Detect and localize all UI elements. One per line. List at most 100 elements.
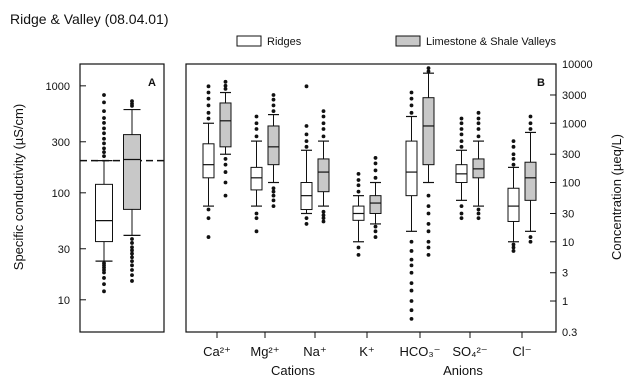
- outlier-point: [254, 229, 259, 234]
- outlier-point: [459, 204, 464, 208]
- panel-a-y-axis: 10 30 100 300 1000: [46, 81, 86, 307]
- outlier-point: [373, 224, 378, 229]
- outlier-point: [409, 316, 414, 321]
- outlier-point: [223, 170, 228, 174]
- box-iqr: [219, 102, 232, 148]
- outlier-point: [356, 178, 361, 182]
- outlier-point: [373, 156, 378, 160]
- box-iqr: [250, 166, 263, 191]
- outlier-point: [271, 103, 276, 108]
- outlier-point: [426, 204, 431, 208]
- panel-b-frame: [185, 63, 557, 333]
- outlier-point: [426, 69, 431, 74]
- outlier-point: [459, 121, 464, 126]
- panel-b-tick-label: 1000: [562, 118, 586, 130]
- outlier-point: [223, 157, 228, 161]
- panel-a-tick-label: 300: [52, 137, 70, 149]
- box-ridges-3: [352, 171, 365, 257]
- outlier-point: [102, 116, 106, 120]
- outlier-point: [459, 139, 464, 143]
- outlier-point: [476, 207, 481, 212]
- outlier-point: [130, 279, 134, 283]
- outlier-point: [426, 66, 431, 71]
- outlier-point: [206, 216, 211, 221]
- outlier-point: [321, 134, 326, 139]
- outlier-point: [409, 103, 414, 108]
- outlier-point: [459, 127, 464, 131]
- outlier-point: [356, 189, 361, 194]
- outlier-point: [206, 235, 211, 239]
- outlier-point: [304, 139, 309, 143]
- outlier-point: [409, 96, 414, 101]
- outlier-point: [102, 261, 106, 266]
- outlier-point: [409, 281, 414, 286]
- outlier-point: [304, 216, 309, 221]
- outlier-point: [271, 93, 276, 97]
- outlier-point: [271, 193, 276, 198]
- legend-label-valleys: Limestone & Shale Valleys: [426, 36, 557, 48]
- outlier-point: [102, 100, 106, 105]
- panel-b-tick-label: 3: [562, 268, 568, 280]
- outlier-point: [426, 253, 431, 257]
- outlier-point: [271, 198, 276, 203]
- outlier-point: [476, 127, 481, 131]
- outlier-point: [321, 213, 326, 218]
- panel-a-tick-label: 100: [52, 188, 70, 200]
- outlier-point: [304, 124, 309, 128]
- x-tick-label: SO₄²⁻: [452, 344, 487, 359]
- outlier-point: [356, 171, 361, 176]
- outlier-point: [511, 249, 516, 253]
- panel-a-frame: [79, 63, 165, 333]
- outlier-point: [321, 219, 326, 224]
- outlier-point: [459, 144, 464, 149]
- x-tick-label: K⁺: [359, 344, 375, 359]
- outlier-point: [426, 222, 431, 226]
- outlier-point: [373, 161, 378, 166]
- outlier-point: [102, 154, 106, 159]
- outlier-point: [409, 299, 414, 303]
- panel-b-tick-label: 100: [562, 178, 580, 190]
- x-tick-label: HCO₃⁻: [399, 344, 440, 359]
- outlier-point: [511, 152, 516, 157]
- outlier-point: [409, 263, 414, 268]
- outlier-point: [223, 162, 228, 167]
- panel-b-label: B: [537, 77, 545, 89]
- outlier-point: [206, 84, 211, 89]
- outlier-point: [511, 144, 516, 149]
- outlier-point: [130, 241, 134, 245]
- box-iqr: [405, 140, 418, 197]
- outlier-point: [271, 109, 276, 114]
- box-iqr: [524, 161, 537, 201]
- outlier-point: [130, 259, 134, 263]
- outlier-point: [102, 93, 106, 97]
- outlier-point: [476, 216, 481, 221]
- outlier-point: [409, 270, 414, 275]
- outlier-point: [426, 239, 431, 244]
- box-ridges-4: [405, 90, 418, 321]
- box-valleys-conductivity: [123, 99, 141, 283]
- chart-title: Ridge & Valley (08.04.01): [10, 11, 169, 27]
- outlier-point: [409, 239, 414, 244]
- outlier-point: [223, 86, 228, 91]
- outlier-point: [223, 83, 228, 88]
- outlier-point: [476, 134, 481, 139]
- outlier-point: [130, 245, 134, 250]
- outlier-point: [130, 273, 134, 278]
- outlier-point: [271, 189, 276, 194]
- outlier-point: [206, 90, 211, 95]
- outlier-point: [102, 282, 106, 287]
- outlier-point: [130, 268, 134, 272]
- panel-b-tick-label: 3000: [562, 90, 586, 102]
- box-valleys-4: [422, 66, 435, 257]
- outlier-point: [528, 127, 533, 131]
- box-iqr: [123, 134, 141, 210]
- box-valleys-0: [219, 79, 232, 198]
- outlier-point: [426, 193, 431, 198]
- outlier-point: [409, 308, 414, 313]
- outlier-point: [409, 110, 414, 115]
- outlier-point: [321, 114, 326, 119]
- outlier-point: [528, 239, 533, 244]
- panel-b-tick-label: 10: [562, 237, 574, 249]
- outlier-point: [271, 97, 276, 102]
